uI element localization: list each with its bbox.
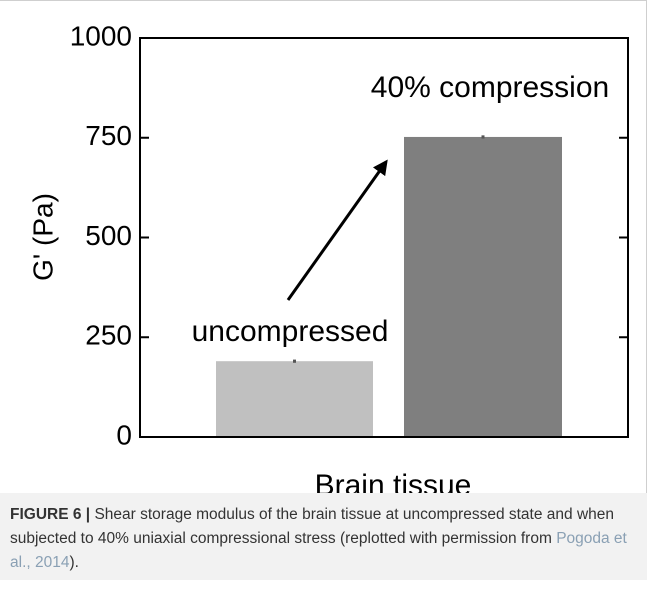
y-tick-label: 1000 [70,20,132,51]
bar [216,361,373,437]
y-tick-label: 500 [85,220,132,251]
caption-link[interactable]: Pogoda et al., 2014 [10,530,627,571]
bar-label: 40% compression [371,71,609,104]
y-axis-label: G' (Pa) [27,193,58,281]
bar [404,136,562,437]
caption: FIGURE 6 | Shear storage modulus of the … [0,493,647,580]
y-tick-label: 750 [85,120,132,151]
caption-text: Shear storage modulus of the brain tissu… [10,506,615,547]
y-tick-label: 0 [116,419,132,450]
arrow [286,159,388,301]
caption-label: FIGURE 6 | [10,506,91,523]
y-tick-label: 250 [85,320,132,351]
bar-label: uncompressed [192,315,389,348]
caption-end: ). [69,554,79,571]
